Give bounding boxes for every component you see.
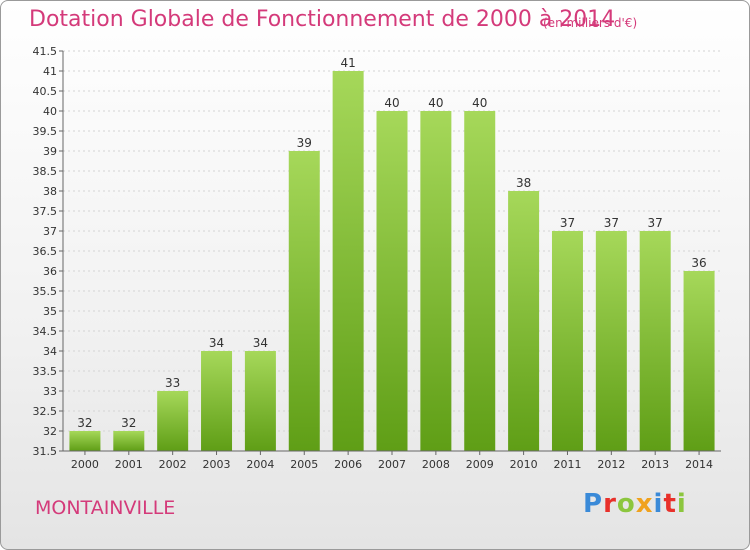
data-label: 33	[165, 376, 180, 390]
bar-2007	[376, 111, 408, 451]
data-label: 37	[604, 216, 619, 230]
y-tick-label: 40	[43, 105, 57, 118]
y-tick-label: 36.5	[33, 245, 58, 258]
y-axis: 31.5 32 32.5 33 33.5 34 34.5 35 35.5 36 36.5 37 37.5…	[33, 45, 64, 458]
data-label: 40	[472, 96, 487, 110]
data-label: 32	[121, 416, 136, 430]
data-label: 38	[516, 176, 531, 190]
y-tick-label: 40.5	[33, 85, 58, 98]
y-tick-label: 41	[43, 65, 57, 78]
x-tick-label: 2005	[290, 458, 318, 471]
logo-letter: P	[583, 489, 604, 519]
y-tick-label: 33.5	[33, 365, 58, 378]
x-tick-label: 2009	[466, 458, 494, 471]
bar-2008	[420, 111, 452, 451]
x-tick-label: 2012	[597, 458, 625, 471]
data-label: 37	[648, 216, 663, 230]
bar-2012	[595, 231, 627, 451]
bar-2010	[508, 191, 540, 451]
data-label: 36	[691, 256, 706, 270]
x-tick-label: 2014	[685, 458, 713, 471]
data-label: 41	[340, 56, 355, 70]
data-label: 34	[209, 336, 224, 350]
x-tick-label: 2002	[159, 458, 187, 471]
x-tick-label: 2001	[115, 458, 143, 471]
proxiti-logo: Proxiti	[583, 489, 687, 519]
x-axis: 2000 2001 2002 2003 2004 2005 2006 2007 2008 2009…	[63, 450, 721, 471]
data-label: 32	[77, 416, 92, 430]
y-tick-label: 39	[43, 145, 57, 158]
bar-2003	[201, 351, 233, 451]
x-tick-label: 2008	[422, 458, 450, 471]
logo-letter: o	[616, 489, 636, 519]
data-label: 39	[297, 136, 312, 150]
data-label: 40	[384, 96, 399, 110]
data-label: 40	[428, 96, 443, 110]
y-tick-label: 31.5	[33, 445, 58, 458]
y-tick-label: 37.5	[33, 205, 58, 218]
data-label: 37	[560, 216, 575, 230]
bar-2000	[69, 431, 101, 451]
x-tick-label: 2000	[71, 458, 99, 471]
logo-letter: i	[653, 489, 664, 519]
y-tick-label: 36	[43, 265, 57, 278]
bar-2002	[157, 391, 189, 451]
x-tick-label: 2011	[553, 458, 581, 471]
x-tick-label: 2004	[246, 458, 274, 471]
bars: 32 32 33 34 34 39 41 40 40 40 38 37 37 37 36	[69, 56, 715, 451]
x-tick-label: 2006	[334, 458, 362, 471]
y-tick-label: 33	[43, 385, 57, 398]
logo-letter: r	[603, 489, 617, 519]
y-tick-label: 34.5	[33, 325, 58, 338]
bar-2011	[551, 231, 583, 451]
bar-2014	[683, 271, 715, 451]
logo-letter: x	[635, 489, 654, 519]
bar-2001	[113, 431, 145, 451]
chart-title: Dotation Globale de Fonctionnement de 20…	[29, 7, 616, 32]
y-tick-label: 39.5	[33, 125, 58, 138]
y-tick-label: 37	[43, 225, 57, 238]
bar-2013	[639, 231, 671, 451]
bar-2009	[464, 111, 496, 451]
y-tick-label: 38	[43, 185, 57, 198]
y-tick-label: 41.5	[33, 45, 58, 58]
y-tick-label: 35.5	[33, 285, 58, 298]
logo-letter: i	[676, 489, 687, 519]
x-tick-label: 2013	[641, 458, 669, 471]
x-tick-label: 2010	[510, 458, 538, 471]
x-tick-label: 2003	[203, 458, 231, 471]
logo-letter: t	[663, 489, 677, 519]
bar-2006	[332, 71, 364, 451]
x-tick-label: 2007	[378, 458, 406, 471]
y-tick-label: 35	[43, 305, 57, 318]
y-tick-label: 32	[43, 425, 57, 438]
data-label: 34	[253, 336, 268, 350]
y-tick-label: 34	[43, 345, 57, 358]
bar-2005	[288, 151, 320, 451]
y-tick-label: 38.5	[33, 165, 58, 178]
y-tick-label: 32.5	[33, 405, 58, 418]
commune-name: MONTAINVILLE	[35, 497, 176, 519]
chart-subtitle: (en milliers d'€)	[543, 16, 638, 30]
bar-2004	[244, 351, 276, 451]
